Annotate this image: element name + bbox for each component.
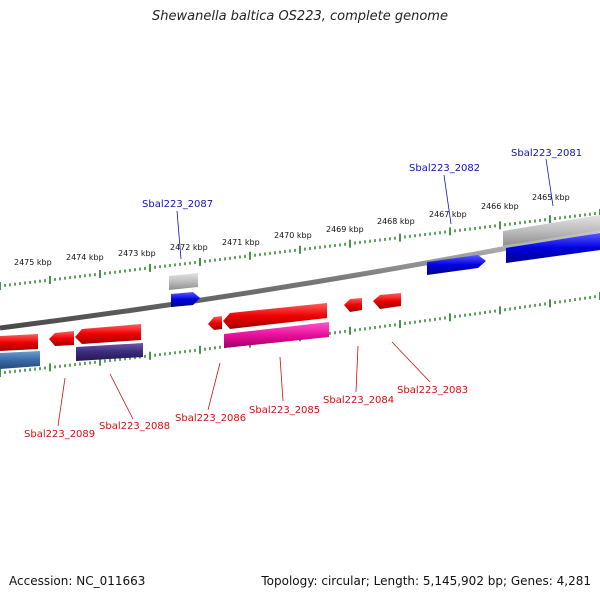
gene-2085-bar[interactable] bbox=[224, 322, 329, 348]
ruler-label-2465: 2465 kbp bbox=[532, 193, 570, 202]
ruler-label-2472: 2472 kbp bbox=[170, 243, 208, 252]
label-sbal223-2087[interactable]: Sbal223_2087 bbox=[142, 199, 213, 210]
label-sbal223-2088[interactable]: Sbal223_2088 bbox=[99, 421, 170, 432]
gene-2088-bar[interactable] bbox=[76, 343, 143, 361]
genome-backbone bbox=[0, 227, 600, 331]
gene-2084-arrow[interactable] bbox=[344, 298, 362, 312]
ruler-labels: 2475 kbp 2474 kbp 2473 kbp 2472 kbp 2471… bbox=[14, 193, 570, 267]
gene-2081-bar-grey[interactable] bbox=[503, 215, 600, 246]
ruler-label-2466: 2466 kbp bbox=[481, 202, 519, 211]
ruler-label-2469: 2469 kbp bbox=[326, 225, 364, 234]
leader-2084 bbox=[355, 345, 359, 393]
leader-2086 bbox=[207, 362, 221, 411]
ruler-label-2475: 2475 kbp bbox=[14, 258, 52, 267]
ruler-label-2467: 2467 kbp bbox=[429, 210, 467, 219]
label-sbal223-2082[interactable]: Sbal223_2082 bbox=[409, 163, 480, 174]
leader-2085 bbox=[279, 356, 284, 402]
label-sbal223-2084[interactable]: Sbal223_2084 bbox=[323, 395, 394, 406]
gene-2081-bar-blue[interactable] bbox=[506, 233, 600, 263]
plus-strand-features bbox=[169, 215, 600, 307]
minus-gene-labels: Sbal223_2089 Sbal223_2088 Sbal223_2086 S… bbox=[24, 341, 468, 440]
map-title: Shewanella baltica OS223, complete genom… bbox=[152, 9, 448, 24]
ruler-label-2473: 2473 kbp bbox=[118, 249, 156, 258]
gene-2088-arrow-small[interactable] bbox=[49, 331, 74, 346]
accession-text: Accession: NC_011663 bbox=[9, 574, 146, 588]
leader-2082 bbox=[443, 174, 452, 225]
label-sbal223-2086[interactable]: Sbal223_2086 bbox=[175, 413, 246, 424]
leader-2087 bbox=[176, 210, 182, 260]
label-sbal223-2081[interactable]: Sbal223_2081 bbox=[511, 148, 582, 159]
label-sbal223-2083[interactable]: Sbal223_2083 bbox=[397, 385, 468, 396]
gene-2087-bar[interactable] bbox=[169, 273, 198, 290]
gene-2087-arrow[interactable] bbox=[171, 292, 200, 307]
genome-summary-text: Topology: circular; Length: 5,145,902 bp… bbox=[261, 574, 591, 588]
label-sbal223-2085[interactable]: Sbal223_2085 bbox=[249, 405, 320, 416]
leader-2088 bbox=[109, 373, 134, 420]
gene-2085-arrow[interactable] bbox=[223, 303, 327, 329]
leader-2089 bbox=[57, 377, 66, 427]
ruler-label-2471: 2471 kbp bbox=[222, 238, 260, 247]
plus-gene-labels: Sbal223_2087 Sbal223_2082 Sbal223_2081 bbox=[142, 148, 582, 260]
leader-2083 bbox=[391, 341, 431, 383]
leader-2081 bbox=[545, 158, 554, 207]
gene-2089-arrow[interactable] bbox=[0, 334, 38, 351]
gene-2089-bar[interactable] bbox=[0, 351, 40, 369]
gene-2086-arrow[interactable] bbox=[208, 316, 222, 330]
outer-ruler-ticks bbox=[0, 209, 600, 290]
gene-2083-arrow[interactable] bbox=[373, 293, 401, 309]
ruler-label-2470: 2470 kbp bbox=[274, 231, 312, 240]
label-sbal223-2089[interactable]: Sbal223_2089 bbox=[24, 429, 95, 440]
ruler-label-2468: 2468 kbp bbox=[377, 217, 415, 226]
ruler-label-2474: 2474 kbp bbox=[66, 253, 104, 262]
gene-2088-arrow[interactable] bbox=[75, 324, 141, 344]
minus-strand-features bbox=[0, 293, 401, 369]
gene-2082-arrow[interactable] bbox=[427, 255, 486, 275]
